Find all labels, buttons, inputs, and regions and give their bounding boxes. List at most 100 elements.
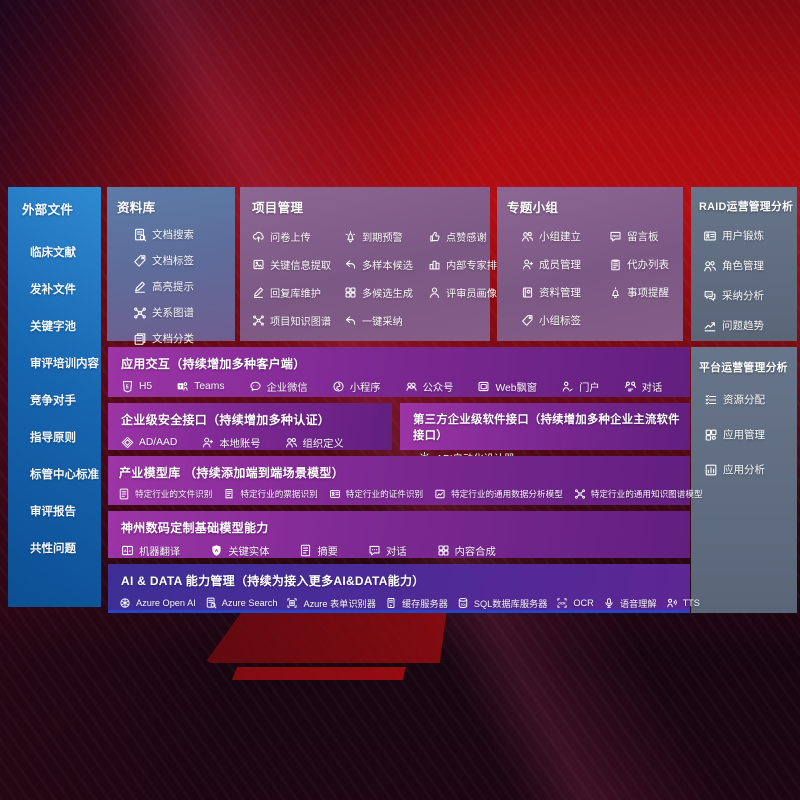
row-title: 神州数码定制基础模型能力: [121, 521, 269, 535]
ranking-icon: [428, 258, 441, 271]
feature-item: 小程序: [332, 379, 381, 394]
speech-icon: [603, 597, 615, 609]
tts-icon: [666, 597, 678, 609]
feature-item: 小组建立: [521, 229, 609, 244]
row-thirdparty-software-interface: 第三方企业级软件接口（持续增加多种企业主流软件接口） API自动化设计器: [400, 403, 690, 465]
feature-item: 问题趋势: [703, 318, 797, 333]
adopt-arrow-icon: [344, 314, 357, 327]
form-recognizer-icon: [286, 597, 298, 609]
feature-label: 门户: [579, 383, 600, 394]
panel-title: 平台运营管理分析: [699, 362, 788, 374]
security-auth-list: AD/AAD 本地账号 组织定义: [121, 435, 392, 450]
feature-label: 特定行业的票据识别: [240, 489, 318, 499]
openai-icon: [119, 597, 131, 609]
feature-item: 特定行业的通用知识图谱模型: [574, 488, 703, 500]
todo-list-icon: [609, 258, 622, 271]
feature-label: 多样本候选: [362, 261, 413, 272]
feature-label: Teams: [194, 381, 225, 392]
row-enterprise-security-interface: 企业级安全接口（持续增加多种认证） AD/AAD 本地账号 组织定义: [108, 403, 392, 450]
feature-item: 语音理解: [603, 596, 657, 610]
repository-feature-list: 文档搜索 文档标签 高亮提示 关系图谱 文档分类: [133, 227, 235, 346]
feature-item: 对话: [624, 379, 662, 394]
multi-generate-icon: [344, 286, 357, 299]
feature-item: 特定行业的文件识别: [118, 488, 212, 500]
feature-label: 内部专家排名: [446, 261, 508, 272]
panel-repository: 资料库 文档搜索 文档标签 高亮提示 关系图谱 文档分类: [107, 187, 235, 345]
feature-item: 企业微信: [249, 379, 308, 394]
feature-label: 回复库维护: [270, 289, 321, 300]
feature-label: 小程序: [349, 383, 381, 394]
feature-item: 审评报告: [30, 503, 101, 519]
feature-label: 共性问题: [30, 543, 76, 555]
feature-label: 对话: [385, 547, 407, 558]
feature-label: 成员管理: [539, 259, 581, 271]
feature-label: 文档分类: [152, 333, 194, 345]
feature-label: 高亮提示: [152, 281, 194, 293]
feature-label: 一键采纳: [362, 317, 403, 328]
app-chart-icon: [704, 463, 718, 477]
decorative-trapezoid-shape: [205, 609, 447, 663]
feature-item: 一键采纳: [344, 313, 428, 328]
feature-label: 关键信息提取: [270, 261, 332, 272]
feature-label: 企业微信: [266, 383, 308, 394]
alarm-icon: [344, 230, 357, 243]
feature-item: 特定行业的票据识别: [223, 488, 318, 500]
id-card-icon: [703, 229, 717, 243]
receipt-icon: [223, 488, 235, 500]
people-icon: [703, 259, 717, 273]
feature-item: 公众号: [405, 379, 453, 394]
feature-label: 关键字池: [30, 321, 76, 333]
feature-label: 语音理解: [619, 599, 657, 609]
row-ai-data-capability-management: AI & DATA 能力管理（持续为接入更多AI&DATA能力） Azure O…: [108, 564, 700, 613]
person-icon: [428, 286, 441, 299]
feature-item: 缓存服务器: [385, 596, 448, 610]
cache-server-icon: [385, 597, 397, 609]
feature-item: A 关键实体: [210, 543, 269, 558]
relation-graph-icon: [133, 306, 147, 320]
web-window-icon: [477, 380, 490, 393]
feature-item: 项目知识图谱: [252, 313, 344, 328]
feature-label: 组织定义: [302, 439, 344, 450]
feature-item: OCR OCR: [556, 597, 594, 609]
bell-icon: [609, 286, 622, 299]
extract-info-icon: [252, 258, 265, 271]
feature-label: 本地账号: [219, 439, 261, 450]
panel-project-management: 项目管理 问卷上传 到期预警 点赞感谢 关键信息提取 多样本候选 内部专家排名 回复库维护 多…: [240, 187, 507, 341]
feature-label: 问卷上传: [270, 233, 311, 244]
feature-label: 事项提醒: [627, 287, 669, 299]
feature-label: 代办列表: [627, 259, 669, 271]
miniprogram-icon: [332, 380, 345, 393]
portal-icon: [561, 380, 574, 393]
feature-item: 审评培训内容: [30, 355, 101, 371]
tag-icon: [133, 254, 147, 268]
feature-item: QA 采纳分析: [703, 288, 797, 303]
dialog-icon: [624, 380, 637, 393]
svg-text:OCR: OCR: [559, 602, 567, 606]
ai-data-service-list: Azure Open AI Azure Search Azure 表单识别器 缓存服务…: [119, 596, 700, 610]
row-title: 企业级安全接口（持续增加多种认证）: [121, 413, 331, 427]
feature-label: 采纳分析: [722, 290, 764, 302]
feature-item: 资料管理: [521, 285, 609, 300]
feature-label: 应用分析: [723, 464, 765, 476]
panel-raid-operations-analysis: RAID运营管理分析 用户锻炼 角色管理 QA 采纳分析 问题趋势: [691, 187, 797, 341]
feature-item: Azure Search: [205, 597, 277, 609]
platform-feature-list: 资源分配 应用管理 应用分析: [704, 392, 797, 477]
panel-platform-operations-analysis: 平台运营管理分析 资源分配 应用管理 应用分析: [691, 347, 797, 613]
feature-item: 角色管理: [703, 258, 797, 273]
feature-label: 文档搜索: [152, 229, 194, 241]
row-title: 应用交互（持续增加多种客户端）: [121, 357, 306, 371]
feature-item: T Teams: [176, 380, 225, 393]
panel-title: RAID运营管理分析: [699, 201, 794, 213]
people-icon: [521, 230, 534, 243]
feature-label: 摘要: [317, 547, 338, 558]
feature-label: 项目知识图谱: [270, 317, 332, 328]
feature-label: 审评报告: [30, 506, 76, 518]
azure-search-icon: [205, 597, 217, 609]
doc-search-icon: [133, 228, 147, 242]
knowledge-graph-icon: [574, 488, 586, 500]
feature-item: 对话: [368, 543, 407, 558]
feature-label: 关系图谱: [152, 307, 194, 319]
ocr-icon: OCR: [556, 597, 568, 609]
feature-item: Azure 表单识别器: [286, 596, 376, 610]
